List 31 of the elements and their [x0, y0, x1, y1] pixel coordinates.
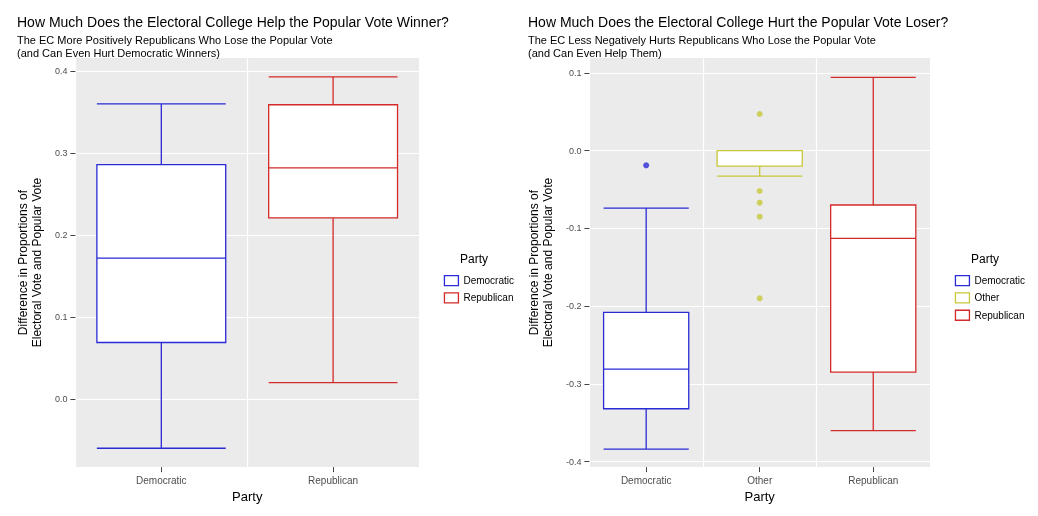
- legend-label: Republican: [463, 292, 514, 304]
- legend-label: Democratic: [463, 275, 515, 287]
- x-tick-label: Democratic: [136, 474, 187, 486]
- chart-subtitle: The EC Less Negatively Hurts Republicans Who Lose the Popular Vote (and Can Even Help Them): [528, 33, 876, 59]
- x-tick-label: Democratic: [620, 474, 672, 486]
- y-axis-title: Difference in Proportions of Electoral Vote and Popular Vote: [16, 177, 44, 348]
- y-axis-title: Difference in Proportions of Electoral Vote and Popular Vote: [527, 177, 555, 348]
- x-tick-label: Republican: [308, 474, 359, 486]
- y-tick-label: 0.0: [568, 145, 582, 156]
- chart-title: How Much Does the Electoral College Hurt the Popular Vote Loser?: [528, 14, 949, 30]
- x-axis-title: Party: [744, 489, 776, 504]
- chart-title: How Much Does the Electoral College Help the Popular Vote Winner?: [17, 14, 450, 30]
- y-tick-label: 0.0: [54, 394, 68, 405]
- legend-title: Party: [459, 252, 489, 266]
- x-axis-title: Party: [232, 489, 263, 504]
- y-tick-label: 0.4: [54, 66, 68, 77]
- legend-label: Democratic: [974, 275, 1026, 287]
- y-tick-label: 0.2: [54, 230, 68, 241]
- y-tick-label: -0.3: [565, 378, 582, 389]
- legend-title: Party: [970, 252, 1000, 266]
- y-tick-label: -0.2: [565, 301, 582, 312]
- x-tick-label: Republican: [848, 474, 899, 486]
- y-tick-label: 0.3: [54, 148, 68, 159]
- chart-subtitle: The EC More Positively Republicans Who Lose the Popular Vote (and Can Even Hurt Democratic Winners): [17, 33, 333, 59]
- y-tick-label: -0.4: [565, 456, 582, 467]
- y-tick-label: 0.1: [568, 67, 582, 78]
- legend-label: Republican: [974, 309, 1025, 321]
- y-tick-label: 0.1: [54, 312, 68, 323]
- x-tick-label: Other: [747, 474, 773, 486]
- y-tick-label: -0.1: [565, 223, 582, 234]
- legend-label: Other: [974, 292, 1001, 304]
